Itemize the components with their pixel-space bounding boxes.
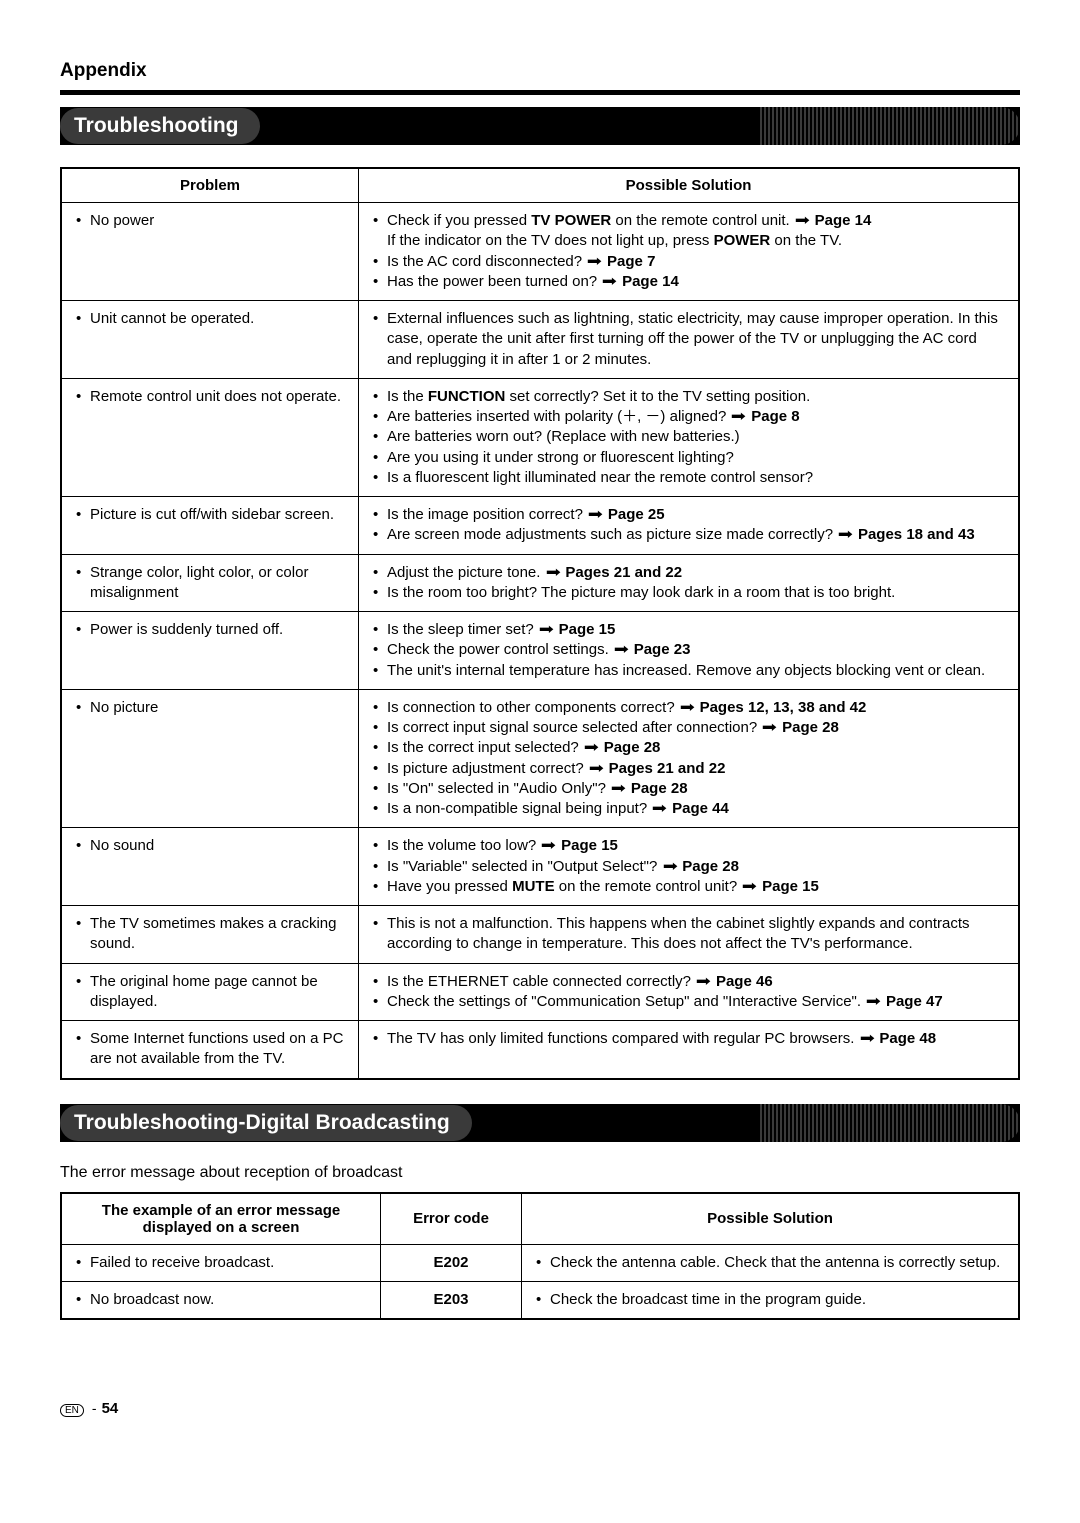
problem-cell: Some Internet functions used on a PC are… [61,1021,359,1079]
problem-cell: Remote control unit does not operate. [61,378,359,496]
th-problem: Problem [61,168,359,203]
table-row: Unit cannot be operated.External influen… [61,301,1019,379]
problem-cell: Power is suddenly turned off. [61,612,359,690]
solution-cell: Check if you pressed TV POWER on the rem… [359,203,1020,301]
section-1-banner: Troubleshooting [60,107,1020,145]
footer-dash: - [92,1400,97,1416]
table-row: Some Internet functions used on a PC are… [61,1021,1019,1079]
table-row: Picture is cut off/with sidebar screen.I… [61,497,1019,555]
errcode-cell: E202 [381,1244,522,1281]
errmsg-cell: Failed to receive broadcast. [61,1244,381,1281]
table-row: Failed to receive broadcast.E202Check th… [61,1244,1019,1281]
solution-cell: Check the broadcast time in the program … [522,1281,1020,1319]
table-row: The TV sometimes makes a cracking sound.… [61,906,1019,964]
table-row: No broadcast now.E203Check the broadcast… [61,1281,1019,1319]
table-row: Strange color, light color, or color mis… [61,554,1019,612]
problem-cell: The TV sometimes makes a cracking sound. [61,906,359,964]
problem-cell: Strange color, light color, or color mis… [61,554,359,612]
horizontal-rule [60,90,1020,95]
th-solution2: Possible Solution [522,1193,1020,1245]
troubleshooting-table: Problem Possible Solution No powerCheck … [60,167,1020,1080]
digital-broadcast-table: The example of an error message displaye… [60,1192,1020,1321]
appendix-heading: Appendix [60,60,1020,82]
table-row: No soundIs the volume too low? ➡ Page 15… [61,828,1019,906]
errcode-cell: E203 [381,1281,522,1319]
table-row: No powerCheck if you pressed TV POWER on… [61,203,1019,301]
solution-cell: Is connection to other components correc… [359,689,1020,828]
section-2-banner: Troubleshooting-Digital Broadcasting [60,1104,1020,1142]
table-row: The original home page cannot be display… [61,963,1019,1021]
section-2-title: Troubleshooting-Digital Broadcasting [60,1105,472,1141]
solution-cell: Is the ETHERNET cable connected correctl… [359,963,1020,1021]
section-2-intro: The error message about reception of bro… [60,1164,1020,1182]
th-errcode: Error code [381,1193,522,1245]
solution-cell: This is not a malfunction. This happens … [359,906,1020,964]
solution-cell: Is the sleep timer set? ➡ Page 15Check t… [359,612,1020,690]
th-errmsg: The example of an error message displaye… [61,1193,381,1245]
solution-cell: External influences such as lightning, s… [359,301,1020,379]
page-container: Appendix Troubleshooting Problem Possibl… [0,0,1080,1447]
footer-page-number: 54 [102,1400,119,1417]
errmsg-cell: No broadcast now. [61,1281,381,1319]
solution-cell: Check the antenna cable. Check that the … [522,1244,1020,1281]
solution-cell: The TV has only limited functions compar… [359,1021,1020,1079]
problem-cell: No power [61,203,359,301]
solution-cell: Is the FUNCTION set correctly? Set it to… [359,378,1020,496]
solution-cell: Adjust the picture tone. ➡ Pages 21 and … [359,554,1020,612]
section-1-title: Troubleshooting [60,108,260,144]
th-solution: Possible Solution [359,168,1020,203]
problem-cell: Picture is cut off/with sidebar screen. [61,497,359,555]
problem-cell: The original home page cannot be display… [61,963,359,1021]
solution-cell: Is the image position correct? ➡ Page 25… [359,497,1020,555]
solution-cell: Is the volume too low? ➡ Page 15Is "Vari… [359,828,1020,906]
footer-lang: EN [60,1404,84,1417]
problem-cell: Unit cannot be operated. [61,301,359,379]
table-row: Power is suddenly turned off.Is the slee… [61,612,1019,690]
table-row: Remote control unit does not operate.Is … [61,378,1019,496]
page-footer: EN - 54 [60,1400,1020,1417]
table-row: No pictureIs connection to other compone… [61,689,1019,828]
problem-cell: No picture [61,689,359,828]
problem-cell: No sound [61,828,359,906]
